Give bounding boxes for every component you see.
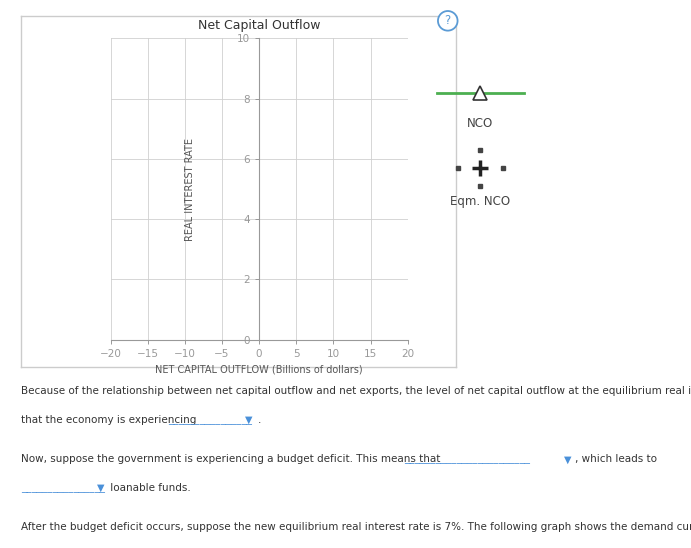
Text: After the budget deficit occurs, suppose the new equilibrium real interest rate : After the budget deficit occurs, suppose… [21,522,691,532]
Text: ________________: ________________ [169,415,253,425]
Text: ?: ? [444,14,451,27]
Text: Eqm. NCO: Eqm. NCO [450,195,511,208]
Text: Because of the relationship between net capital outflow and net exports, the lev: Because of the relationship between net … [21,386,691,396]
X-axis label: NET CAPITAL OUTFLOW (Billions of dollars): NET CAPITAL OUTFLOW (Billions of dollars… [155,364,363,374]
Text: .: . [258,415,261,425]
Text: NCO: NCO [467,117,493,130]
Text: ________________________: ________________________ [404,454,530,464]
Title: Net Capital Outflow: Net Capital Outflow [198,19,321,32]
Text: Now, suppose the government is experiencing a budget deficit. This means that: Now, suppose the government is experienc… [21,454,444,464]
Text: , which leads to: , which leads to [575,454,657,464]
Text: ▼: ▼ [97,483,104,493]
Y-axis label: REAL INTEREST RATE: REAL INTEREST RATE [185,138,196,241]
Text: that the economy is experiencing: that the economy is experiencing [21,415,200,425]
Text: loanable funds.: loanable funds. [107,483,191,493]
Text: ▼: ▼ [564,454,571,464]
Text: ________________: ________________ [21,483,105,493]
Text: ▼: ▼ [245,415,253,425]
